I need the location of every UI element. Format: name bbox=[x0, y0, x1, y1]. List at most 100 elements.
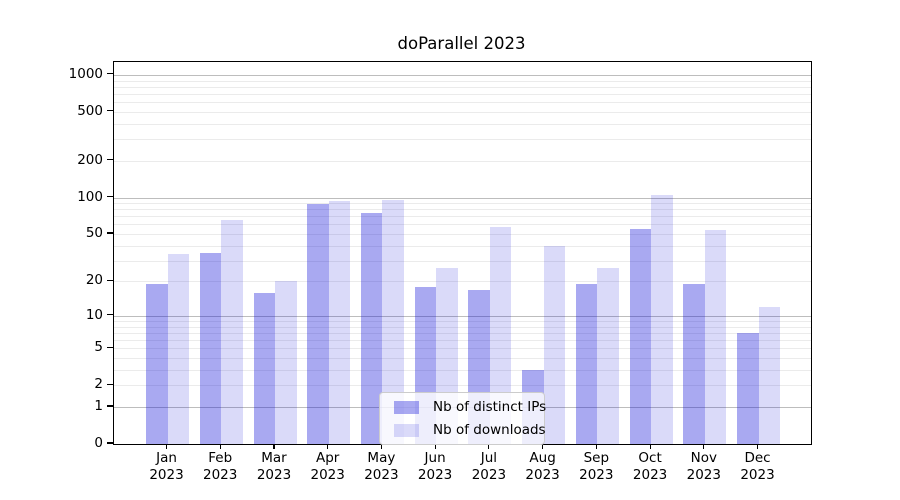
bar-downloads-aug bbox=[543, 245, 566, 444]
gridline-minor bbox=[114, 111, 811, 113]
x-tick-label-sep: Sep 2023 bbox=[579, 450, 614, 483]
bar-downloads-nov bbox=[704, 229, 727, 444]
bar-downloads-feb bbox=[221, 220, 243, 444]
bar-downloads-mar bbox=[275, 281, 297, 444]
bar-downloads-oct bbox=[651, 194, 673, 444]
bar-distinct-ips-may bbox=[360, 213, 383, 444]
gridline-minor bbox=[114, 80, 811, 82]
legend-item-downloads: Nb of downloads bbox=[389, 422, 546, 438]
x-tick-mark bbox=[165, 444, 168, 449]
y-tick-label: 50 bbox=[85, 225, 103, 241]
gridline-minor bbox=[114, 385, 811, 387]
bar-distinct-ips-dec bbox=[737, 332, 759, 444]
gridline-minor bbox=[114, 340, 811, 342]
y-tick-label: 200 bbox=[77, 151, 103, 168]
y-tick-mark bbox=[107, 314, 113, 316]
gridline-major bbox=[114, 315, 811, 317]
x-tick-label-oct: Oct 2023 bbox=[632, 450, 668, 483]
x-tick-label-jan: Jan 2023 bbox=[149, 450, 184, 483]
y-tick-mark bbox=[107, 232, 113, 234]
y-tick-label: 100 bbox=[77, 188, 103, 205]
bar-distinct-ips-feb bbox=[199, 252, 222, 444]
y-tick-mark bbox=[107, 159, 113, 161]
x-tick-label-aug: Aug 2023 bbox=[525, 450, 560, 483]
y-tick-label: 20 bbox=[85, 272, 103, 289]
x-tick-label-may: May 2023 bbox=[364, 450, 399, 483]
bar-distinct-ips-sep bbox=[575, 284, 598, 444]
bar-distinct-ips-oct bbox=[629, 229, 652, 444]
y-tick-label: 500 bbox=[77, 102, 103, 119]
y-tick-label: 0 bbox=[94, 435, 103, 451]
plot-area: Nb of distinct IPs Nb of downloads bbox=[113, 61, 812, 445]
x-tick-mark bbox=[542, 444, 544, 449]
gridline-minor bbox=[114, 94, 811, 95]
y-tick-label: 1000 bbox=[68, 65, 103, 82]
gridline-major bbox=[114, 197, 811, 199]
y-tick-mark bbox=[107, 383, 113, 385]
x-tick-label-nov: Nov 2023 bbox=[686, 450, 721, 483]
x-tick-mark bbox=[703, 444, 705, 449]
legend-swatch-distinct-ips bbox=[394, 400, 419, 414]
bar-downloads-apr bbox=[328, 201, 351, 444]
y-tick-mark bbox=[107, 195, 113, 198]
bar-downloads-jul bbox=[489, 227, 512, 444]
gridline-minor bbox=[114, 203, 811, 204]
gridline-minor bbox=[114, 224, 811, 226]
y-tick-mark bbox=[107, 73, 113, 75]
bar-distinct-ips-jan bbox=[146, 284, 168, 444]
x-tick-label-mar: Mar 2023 bbox=[256, 450, 292, 483]
gridline-minor bbox=[114, 123, 811, 125]
gridline-minor bbox=[114, 234, 811, 235]
bar-downloads-jan bbox=[167, 254, 189, 444]
x-tick-label-jun: Jun 2023 bbox=[417, 450, 453, 483]
y-tick-mark bbox=[107, 405, 113, 407]
gridline-minor bbox=[114, 332, 811, 334]
legend-swatch-downloads bbox=[394, 423, 419, 437]
bar-distinct-ips-nov bbox=[683, 284, 705, 444]
y-tick-mark bbox=[107, 110, 113, 112]
chart-title: doParallel 2023 bbox=[397, 34, 526, 53]
x-tick-label-feb: Feb 2023 bbox=[203, 450, 238, 483]
x-tick-mark bbox=[434, 444, 436, 449]
gridline-minor bbox=[114, 216, 811, 218]
y-tick-label: 5 bbox=[94, 339, 103, 356]
x-tick-mark bbox=[327, 444, 329, 449]
legend-label-downloads: Nb of downloads bbox=[433, 422, 546, 438]
x-tick-label-jul: Jul 2023 bbox=[471, 450, 507, 483]
bar-distinct-ips-mar bbox=[253, 292, 275, 444]
gridline-minor bbox=[114, 348, 811, 350]
y-tick-mark bbox=[107, 346, 113, 348]
y-tick-label: 1 bbox=[94, 398, 103, 414]
bar-distinct-ips-apr bbox=[307, 204, 329, 444]
gridline-minor bbox=[114, 160, 811, 162]
x-tick-mark bbox=[649, 444, 651, 449]
gridline-minor bbox=[114, 321, 811, 322]
legend: Nb of distinct IPs Nb of downloads bbox=[379, 392, 546, 445]
x-tick-mark bbox=[488, 444, 490, 449]
x-tick-mark bbox=[595, 444, 597, 449]
gridline-minor bbox=[114, 358, 811, 359]
gridline-minor bbox=[114, 102, 811, 104]
gridline-minor bbox=[114, 209, 811, 211]
legend-item-distinct-ips: Nb of distinct IPs bbox=[389, 399, 546, 415]
x-tick-mark bbox=[273, 444, 275, 449]
x-tick-label-dec: Dec 2023 bbox=[740, 450, 775, 483]
gridline-major bbox=[114, 74, 811, 76]
x-tick-label-apr: Apr 2023 bbox=[310, 450, 345, 483]
y-tick-mark bbox=[107, 442, 113, 444]
gridline-minor bbox=[114, 369, 811, 371]
gridline-minor bbox=[114, 139, 811, 141]
gridline-minor bbox=[114, 260, 811, 262]
y-tick-label: 2 bbox=[94, 376, 103, 393]
x-tick-mark bbox=[756, 444, 759, 449]
gridline-minor bbox=[114, 245, 811, 247]
bar-downloads-sep bbox=[597, 267, 619, 444]
legend-label-distinct-ips: Nb of distinct IPs bbox=[433, 399, 547, 415]
x-tick-mark bbox=[219, 444, 221, 449]
x-tick-mark bbox=[380, 444, 382, 449]
gridline-minor bbox=[114, 281, 811, 283]
y-tick-label: 10 bbox=[85, 306, 103, 323]
bar-downloads-may bbox=[382, 199, 404, 444]
bar-downloads-dec bbox=[758, 307, 780, 444]
